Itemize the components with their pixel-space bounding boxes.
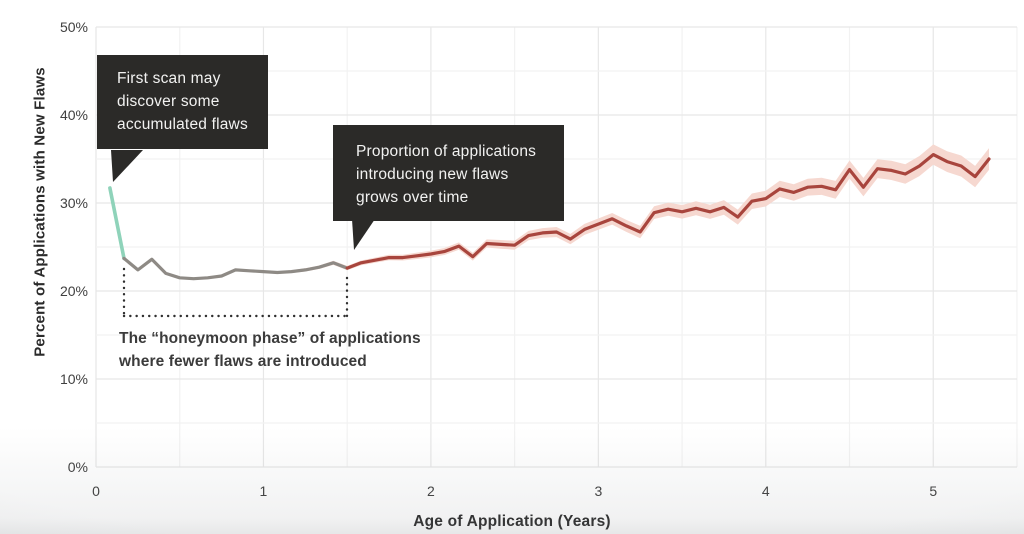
y-axis-title: Percent of Applications with New Flaws xyxy=(31,67,49,357)
growth-callout-tail xyxy=(352,219,375,250)
callout-text-line: introducing new flaws xyxy=(356,166,509,183)
series-line-honeymoon-segment xyxy=(122,256,349,281)
first-scan-callout-tail xyxy=(111,150,143,182)
callout-text-line: First scan may xyxy=(117,70,221,87)
y-tick-label-50: 50% xyxy=(60,19,88,35)
honeymoon-label: The “honeymoon phase” of applications wh… xyxy=(119,327,421,373)
callout-text-line: accumulated flaws xyxy=(117,116,248,133)
honeymoon-label-line: where fewer flaws are introduced xyxy=(119,353,367,370)
x-tick-label-5: 5 xyxy=(929,483,937,499)
y-tick-label-30: 30% xyxy=(60,195,88,211)
first-scan-callout: First scan may discover some accumulated… xyxy=(97,55,268,149)
callout-text-line: discover some xyxy=(117,93,220,110)
callout-text-line: Proportion of applications xyxy=(356,143,537,160)
honeymoon-bracket xyxy=(122,267,349,318)
x-tick-label-0: 0 xyxy=(92,483,100,499)
series-line-first-scan-segment xyxy=(108,186,126,261)
honeymoon-label-line: The “honeymoon phase” of applications xyxy=(119,330,421,347)
x-tick-label-4: 4 xyxy=(762,483,770,499)
series-line-new-flaws-trend xyxy=(345,153,991,270)
x-tick-label-1: 1 xyxy=(260,483,268,499)
growth-callout: Proportion of applications introducing n… xyxy=(333,125,564,221)
y-tick-label-0: 0% xyxy=(68,459,88,475)
x-tick-label-2: 2 xyxy=(427,483,435,499)
y-tick-label-20: 20% xyxy=(60,283,88,299)
callout-text-line: grows over time xyxy=(356,189,469,206)
y-tick-label-40: 40% xyxy=(60,107,88,123)
x-axis-title: Age of Application (Years) xyxy=(413,513,611,530)
y-tick-label-10: 10% xyxy=(60,371,88,387)
x-tick-label-3: 3 xyxy=(594,483,602,499)
